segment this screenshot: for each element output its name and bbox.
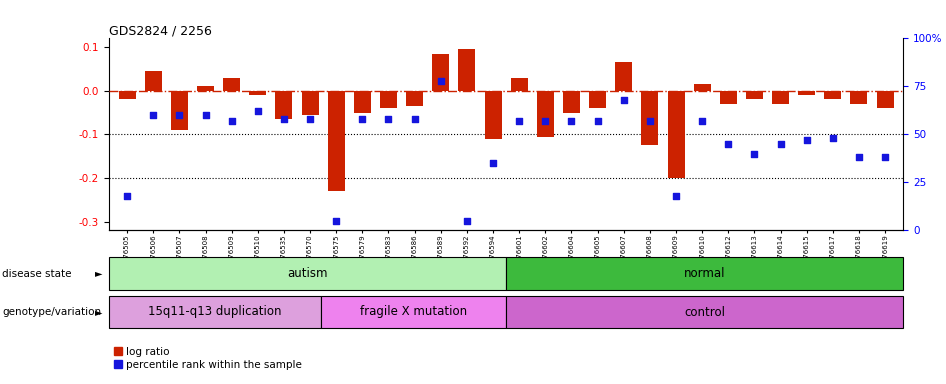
- Bar: [563, 91, 580, 113]
- Bar: [380, 91, 397, 108]
- Point: [747, 151, 762, 157]
- Bar: [109, 296, 321, 328]
- Bar: [720, 91, 737, 104]
- Point: [512, 118, 527, 124]
- Bar: [302, 91, 319, 115]
- Point: [146, 112, 161, 118]
- Bar: [693, 84, 710, 91]
- Text: ►: ►: [95, 307, 102, 317]
- Bar: [109, 257, 506, 290]
- Bar: [354, 91, 371, 113]
- Bar: [615, 62, 632, 91]
- Bar: [506, 296, 903, 328]
- Bar: [171, 91, 188, 130]
- Point: [721, 141, 736, 147]
- Point: [537, 118, 552, 124]
- Bar: [668, 91, 685, 178]
- Bar: [772, 91, 789, 104]
- Bar: [459, 49, 476, 91]
- Bar: [589, 91, 606, 108]
- Text: autism: autism: [288, 267, 327, 280]
- Bar: [641, 91, 658, 145]
- Point: [564, 118, 579, 124]
- Point: [224, 118, 239, 124]
- Legend: log ratio, percentile rank within the sample: log ratio, percentile rank within the sa…: [114, 347, 303, 370]
- Point: [773, 141, 788, 147]
- Bar: [275, 91, 292, 119]
- Point: [433, 78, 448, 84]
- Bar: [511, 78, 528, 91]
- Bar: [197, 86, 214, 91]
- Text: 15q11-q13 duplication: 15q11-q13 duplication: [148, 306, 282, 318]
- Bar: [321, 296, 506, 328]
- Bar: [877, 91, 894, 108]
- Text: genotype/variation: genotype/variation: [2, 307, 101, 317]
- Text: normal: normal: [684, 267, 726, 280]
- Point: [198, 112, 213, 118]
- Bar: [118, 91, 135, 99]
- Point: [303, 116, 318, 122]
- Text: GDS2824 / 2256: GDS2824 / 2256: [109, 24, 212, 37]
- Bar: [145, 71, 162, 91]
- Point: [616, 97, 631, 103]
- Point: [485, 160, 500, 166]
- Bar: [406, 91, 423, 106]
- Point: [328, 218, 343, 224]
- Point: [669, 193, 684, 199]
- Bar: [798, 91, 815, 95]
- Text: control: control: [684, 306, 726, 318]
- Bar: [432, 54, 449, 91]
- Text: ►: ►: [95, 268, 102, 279]
- Bar: [327, 91, 344, 191]
- Bar: [223, 78, 240, 91]
- Point: [799, 137, 815, 143]
- Point: [825, 135, 840, 141]
- Bar: [536, 91, 553, 137]
- Bar: [824, 91, 841, 99]
- Point: [381, 116, 396, 122]
- Bar: [484, 91, 501, 139]
- Point: [694, 118, 710, 124]
- Point: [460, 218, 475, 224]
- Bar: [250, 91, 266, 95]
- Point: [851, 154, 867, 161]
- Bar: [746, 91, 762, 99]
- Text: disease state: disease state: [2, 268, 71, 279]
- Point: [355, 116, 370, 122]
- Point: [172, 112, 187, 118]
- Bar: [506, 257, 903, 290]
- Point: [407, 116, 422, 122]
- Point: [250, 108, 265, 114]
- Point: [642, 118, 657, 124]
- Point: [878, 154, 893, 161]
- Text: fragile X mutation: fragile X mutation: [359, 306, 467, 318]
- Point: [590, 118, 605, 124]
- Point: [276, 116, 291, 122]
- Point: [119, 193, 134, 199]
- Bar: [850, 91, 867, 104]
